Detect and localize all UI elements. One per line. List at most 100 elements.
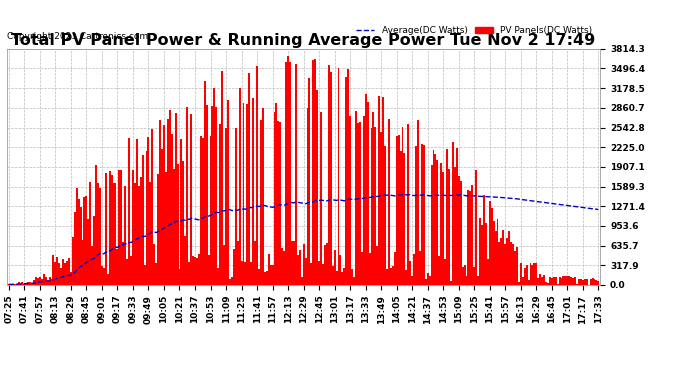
Bar <box>512 244 514 285</box>
Bar <box>320 111 322 285</box>
Bar <box>115 183 117 285</box>
Bar <box>272 265 273 285</box>
Bar <box>491 208 493 285</box>
Bar <box>83 197 86 285</box>
Bar <box>421 144 423 285</box>
Bar <box>260 120 262 285</box>
Bar <box>167 119 169 285</box>
Bar <box>456 148 457 285</box>
Bar <box>337 68 339 285</box>
Bar <box>119 170 120 285</box>
Bar <box>43 274 45 285</box>
Bar <box>60 268 62 285</box>
Bar <box>50 279 52 285</box>
Bar <box>528 280 529 285</box>
Bar <box>19 284 21 285</box>
Bar <box>562 276 564 285</box>
Bar <box>242 103 244 285</box>
Bar <box>66 261 68 285</box>
Bar <box>250 262 253 285</box>
Bar <box>495 231 497 285</box>
Bar <box>541 277 543 285</box>
Bar <box>221 71 223 285</box>
Bar <box>153 244 155 285</box>
Bar <box>55 262 57 285</box>
Bar <box>29 282 31 285</box>
Bar <box>295 64 297 285</box>
Bar <box>112 183 115 285</box>
Bar <box>487 259 489 285</box>
Bar <box>359 122 361 285</box>
Bar <box>231 277 233 285</box>
Bar <box>237 242 239 285</box>
Bar <box>394 252 395 285</box>
Bar <box>28 282 29 285</box>
Bar <box>314 59 316 285</box>
Bar <box>136 139 138 285</box>
Bar <box>88 219 89 285</box>
Bar <box>172 169 175 285</box>
Bar <box>194 257 196 285</box>
Bar <box>526 265 528 285</box>
Bar <box>47 280 48 285</box>
Bar <box>99 188 101 285</box>
Bar <box>208 255 210 285</box>
Bar <box>448 169 450 285</box>
Bar <box>446 149 448 285</box>
Bar <box>68 258 70 285</box>
Bar <box>438 256 440 285</box>
Bar <box>510 242 512 285</box>
Bar <box>593 279 595 285</box>
Bar <box>70 272 72 285</box>
Bar <box>407 124 409 285</box>
Bar <box>270 266 272 285</box>
Bar <box>518 282 520 285</box>
Bar <box>547 283 549 285</box>
Bar <box>386 269 388 285</box>
Bar <box>258 270 260 285</box>
Bar <box>21 282 23 285</box>
Bar <box>328 65 330 285</box>
Bar <box>93 216 95 285</box>
Bar <box>423 145 425 285</box>
Bar <box>529 263 531 285</box>
Bar <box>132 170 134 285</box>
Bar <box>89 182 91 285</box>
Bar <box>469 191 471 285</box>
Bar <box>146 151 148 285</box>
Bar <box>206 105 208 285</box>
Bar <box>266 271 268 285</box>
Bar <box>402 128 404 285</box>
Bar <box>277 121 279 285</box>
Bar <box>543 275 545 285</box>
Bar <box>497 219 498 285</box>
Bar <box>535 262 538 285</box>
Bar <box>353 277 355 285</box>
Bar <box>10 284 12 285</box>
Bar <box>460 181 462 285</box>
Bar <box>12 284 14 285</box>
Bar <box>201 138 204 285</box>
Bar <box>227 100 229 285</box>
Bar <box>349 116 351 285</box>
Bar <box>306 108 308 285</box>
Bar <box>52 255 55 285</box>
Bar <box>212 106 213 285</box>
Bar <box>124 186 126 285</box>
Bar <box>425 279 426 285</box>
Bar <box>395 135 397 285</box>
Bar <box>375 127 376 285</box>
Bar <box>342 272 344 285</box>
Bar <box>586 279 588 285</box>
Bar <box>97 183 99 285</box>
Bar <box>415 146 417 285</box>
Bar <box>388 119 390 285</box>
Bar <box>595 280 598 285</box>
Bar <box>553 276 555 285</box>
Bar <box>31 283 33 285</box>
Bar <box>196 258 198 285</box>
Bar <box>126 259 128 285</box>
Bar <box>576 284 578 285</box>
Bar <box>308 78 310 285</box>
Bar <box>74 212 76 285</box>
